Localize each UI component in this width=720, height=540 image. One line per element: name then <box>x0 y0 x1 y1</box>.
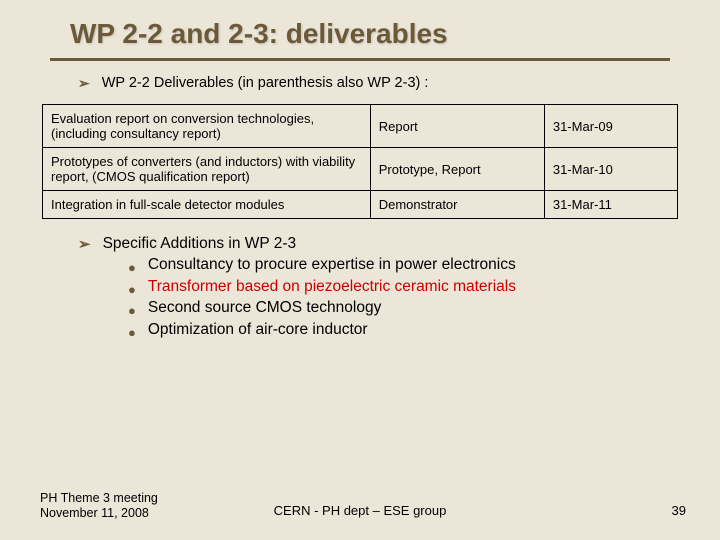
deliverables-text: WP 2-2 Deliverables (in parenthesis also… <box>102 75 429 92</box>
table-cell: Prototypes of converters (and inductors)… <box>43 148 371 191</box>
list-item: ● Second source CMOS technology <box>128 298 720 320</box>
additions-bullet: ➢ Specific Additions in WP 2-3 <box>78 235 720 253</box>
table-row: Evaluation report on conversion technolo… <box>43 105 678 148</box>
footer-center: CERN - PH dept – ESE group <box>0 503 720 518</box>
table-cell: Demonstrator <box>370 191 544 219</box>
table-cell: Prototype, Report <box>370 148 544 191</box>
table-row: Prototypes of converters (and inductors)… <box>43 148 678 191</box>
table-cell: Report <box>370 105 544 148</box>
title-divider <box>50 58 670 61</box>
deliverables-table: Evaluation report on conversion technolo… <box>42 104 678 219</box>
table-row: Integration in full-scale detector modul… <box>43 191 678 219</box>
additions-list: ● Consultancy to procure expertise in po… <box>128 255 720 341</box>
list-item-text: Second source CMOS technology <box>148 298 381 320</box>
list-item: ● Optimization of air-core inductor <box>128 320 720 342</box>
additions-heading: Specific Additions in WP 2-3 <box>103 235 297 253</box>
list-item-text: Optimization of air-core inductor <box>148 320 368 342</box>
bullet-dot-icon: ● <box>128 324 136 342</box>
list-item-text: Consultancy to procure expertise in powe… <box>148 255 516 277</box>
bullet-dot-icon: ● <box>128 259 136 277</box>
table-cell: Integration in full-scale detector modul… <box>43 191 371 219</box>
list-item: ● Transformer based on piezoelectric cer… <box>128 277 720 299</box>
deliverables-bullet: ➢ WP 2-2 Deliverables (in parenthesis al… <box>78 75 720 92</box>
table-cell: 31-Mar-11 <box>544 191 677 219</box>
slide-title: WP 2-2 and 2-3: deliverables <box>0 0 720 56</box>
page-number: 39 <box>672 503 686 518</box>
list-item-text: Transformer based on piezoelectric ceram… <box>148 277 516 299</box>
bullet-dot-icon: ● <box>128 302 136 320</box>
table-cell: 31-Mar-09 <box>544 105 677 148</box>
table-cell: Evaluation report on conversion technolo… <box>43 105 371 148</box>
chevron-icon: ➢ <box>78 235 91 253</box>
list-item: ● Consultancy to procure expertise in po… <box>128 255 720 277</box>
chevron-icon: ➢ <box>78 75 90 92</box>
table-cell: 31-Mar-10 <box>544 148 677 191</box>
bullet-dot-icon: ● <box>128 281 136 299</box>
